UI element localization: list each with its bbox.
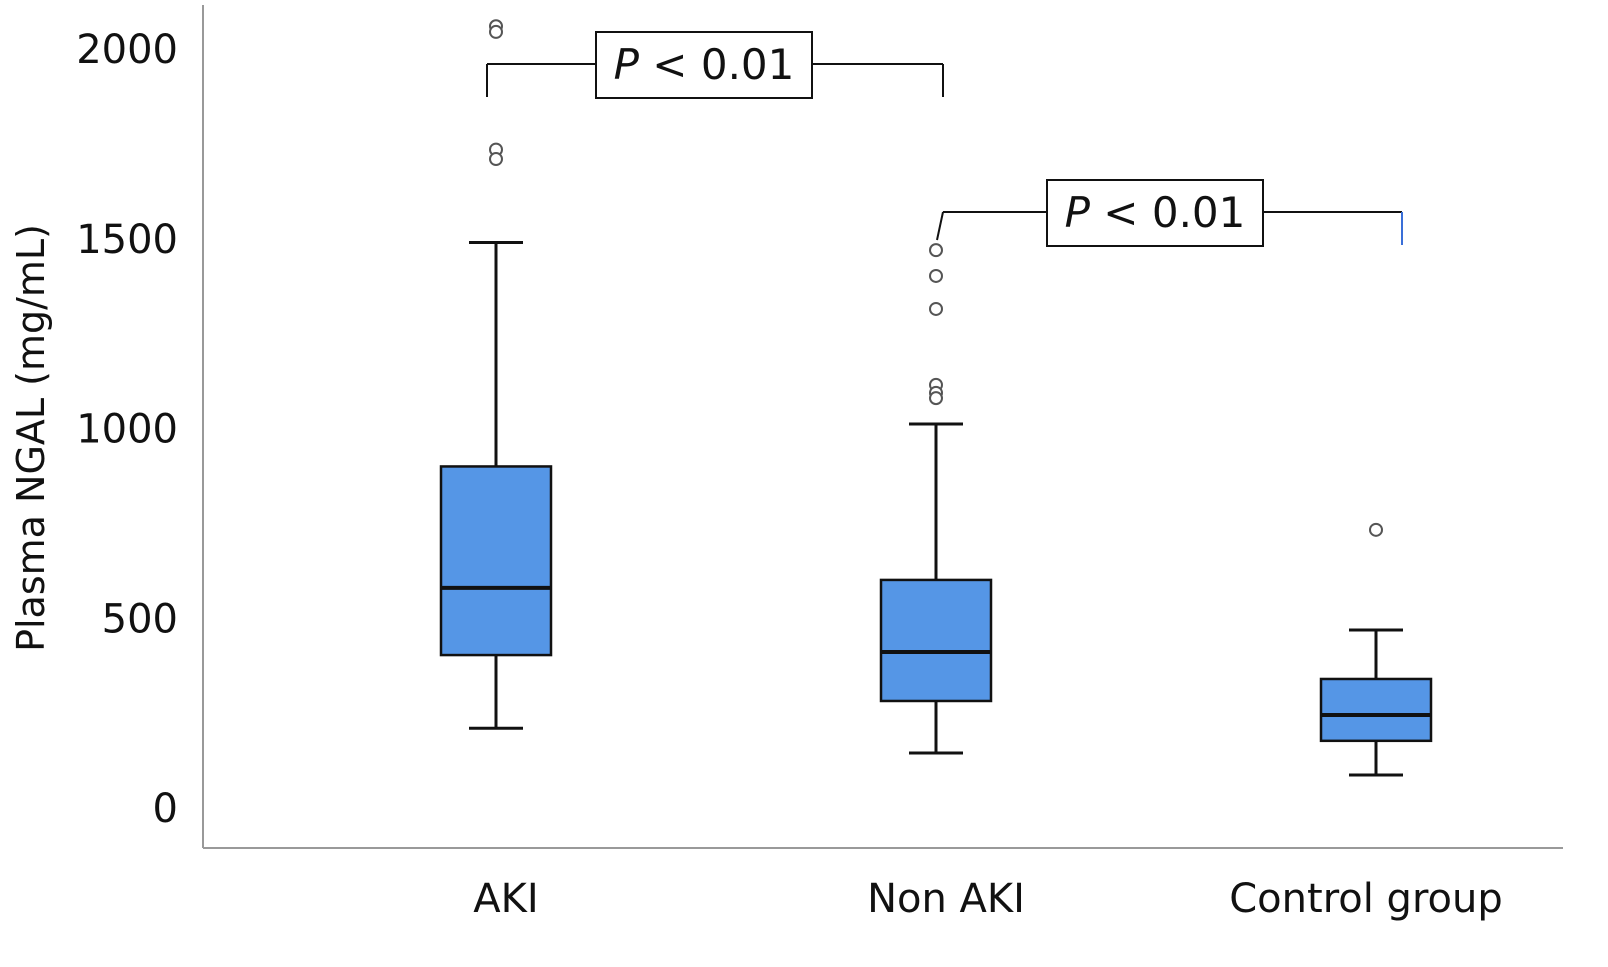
x-tick-label: AKI [473, 876, 538, 922]
p-symbol: P [614, 40, 640, 89]
p-value-label: P < 0.01 [614, 40, 795, 89]
iqr-box [1319, 677, 1433, 743]
box-group [1319, 522, 1433, 777]
outlier-point [929, 301, 943, 316]
y-tick-label: 1000 [76, 407, 178, 453]
outlier-point [929, 243, 943, 258]
iqr-box [879, 578, 993, 703]
box-group [439, 19, 553, 730]
p-value-box [1046, 179, 1264, 247]
significance-bracket: P < 0.01 [936, 179, 1403, 247]
iqr-box [439, 465, 553, 657]
box-group [879, 243, 993, 755]
outlier-point [489, 24, 503, 39]
y-tick-label: 500 [102, 596, 178, 642]
y-tick-label: 2000 [76, 27, 178, 73]
x-tick-label: Non AKI [867, 876, 1025, 922]
p-threshold: < 0.01 [639, 40, 794, 89]
p-value-box [595, 31, 813, 99]
x-tick-label: Control group [1229, 876, 1502, 922]
p-threshold: < 0.01 [1090, 188, 1245, 237]
outlier-point [929, 391, 943, 406]
y-tick-label: 0 [153, 786, 178, 832]
y-axis-label: Plasma NGAL (mg/mL) [9, 224, 53, 652]
bracket-left-leg [936, 211, 944, 241]
outlier-point [489, 152, 503, 167]
p-symbol: P [1065, 188, 1091, 237]
significance-bracket: P < 0.01 [486, 31, 944, 99]
outlier-point [929, 268, 943, 283]
y-tick-label: 1500 [76, 217, 178, 263]
p-value-label: P < 0.01 [1065, 188, 1246, 237]
outlier-point [1369, 522, 1383, 537]
